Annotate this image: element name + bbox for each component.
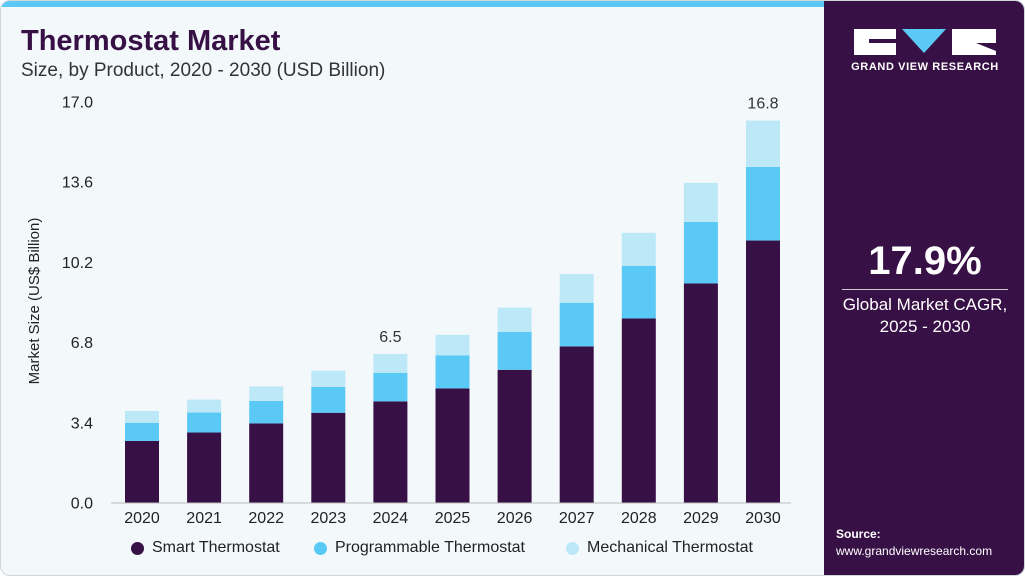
- bar-2028-smart-thermostat: [621, 318, 656, 503]
- bar-2023-programmable-thermostat: [311, 386, 346, 413]
- bar-2029-smart-thermostat: [683, 283, 718, 503]
- cagr-label: Global Market CAGR, 2025 - 2030: [824, 294, 1024, 338]
- bar-2030-mechanical-thermostat: [746, 120, 780, 167]
- bar-2020-smart-thermostat: [125, 440, 159, 503]
- chart-subtitle: Size, by Product, 2020 - 2030 (USD Billi…: [21, 60, 386, 81]
- bar-2028-programmable-thermostat: [621, 265, 656, 319]
- x-tick-label: 2024: [373, 510, 409, 527]
- legend-label: Programmable Thermostat: [335, 539, 525, 556]
- data-label: 16.8: [747, 96, 778, 113]
- x-tick-label: 2023: [311, 510, 347, 527]
- bar-2020-programmable-thermostat: [125, 422, 159, 441]
- y-tick-label: 17.0: [62, 95, 93, 112]
- data-label: 6.5: [379, 329, 401, 346]
- bar-2030-programmable-thermostat: [746, 166, 780, 241]
- x-tick-label: 2028: [621, 510, 657, 527]
- y-tick-label: 3.4: [71, 415, 93, 432]
- x-tick-label: 2025: [435, 510, 471, 527]
- legend-swatch: [131, 541, 144, 555]
- y-axis-label: Market Size (US$ Billion): [26, 218, 43, 385]
- bar-2024-smart-thermostat: [373, 401, 408, 503]
- legend-item-mechanical: Mechanical Thermostat: [566, 539, 753, 557]
- source-label: Source:: [836, 527, 881, 541]
- bar-2027-programmable-thermostat: [559, 302, 594, 347]
- y-tick-label: 6.8: [71, 335, 93, 352]
- bar-2022-mechanical-thermostat: [249, 386, 284, 401]
- legend-label: Smart Thermostat: [152, 539, 280, 556]
- x-tick-label: 2027: [559, 510, 595, 527]
- bar-2025-programmable-thermostat: [435, 355, 470, 389]
- x-tick-label: 2029: [683, 510, 719, 527]
- y-tick-label: 0.0: [71, 496, 93, 513]
- grand-view-research-logo: [854, 29, 996, 55]
- y-tick-label: 13.6: [62, 175, 93, 192]
- bar-2029-programmable-thermostat: [683, 221, 718, 284]
- cagr-label-line2: 2025 - 2030: [879, 317, 971, 336]
- logo-text: GRAND VIEW RESEARCH: [851, 61, 999, 73]
- legend-item-programmable: Programmable Thermostat: [314, 539, 525, 557]
- bar-2030-smart-thermostat: [746, 240, 780, 503]
- bar-2025-smart-thermostat: [435, 388, 470, 503]
- bar-2023-mechanical-thermostat: [311, 370, 346, 387]
- bar-2024-mechanical-thermostat: [373, 353, 408, 373]
- bar-2028-mechanical-thermostat: [621, 232, 656, 266]
- bar-2026-programmable-thermostat: [497, 331, 532, 370]
- bar-2025-mechanical-thermostat: [435, 334, 470, 356]
- x-tick-label: 2026: [497, 510, 533, 527]
- y-tick-label: 10.2: [62, 255, 93, 272]
- bar-2027-smart-thermostat: [559, 346, 594, 503]
- legend-label: Mechanical Thermostat: [587, 539, 753, 556]
- bar-2020-mechanical-thermostat: [125, 410, 159, 423]
- bar-2022-programmable-thermostat: [249, 400, 284, 424]
- divider: [842, 289, 1008, 290]
- chart-title: Thermostat Market: [21, 25, 281, 57]
- cagr-label-line1: Global Market CAGR,: [842, 295, 1008, 314]
- bar-2021-mechanical-thermostat: [187, 399, 222, 413]
- x-tick-label: 2022: [248, 510, 284, 527]
- bar-2024-programmable-thermostat: [373, 372, 408, 402]
- bar-2022-smart-thermostat: [249, 423, 284, 503]
- bar-2026-smart-thermostat: [497, 369, 532, 503]
- bar-2027-mechanical-thermostat: [559, 273, 594, 303]
- bar-2026-mechanical-thermostat: [497, 307, 532, 332]
- bar-2023-smart-thermostat: [311, 412, 346, 503]
- x-tick-label: 2021: [186, 510, 222, 527]
- bar-2021-smart-thermostat: [187, 432, 222, 503]
- accent-bar: [1, 1, 824, 7]
- source-link[interactable]: www.grandviewresearch.com: [836, 544, 993, 558]
- legend-swatch: [314, 541, 327, 555]
- bar-2021-programmable-thermostat: [187, 412, 222, 433]
- legend-swatch: [566, 541, 579, 555]
- x-tick-label: 2020: [124, 510, 160, 527]
- cagr-value: 17.9%: [868, 239, 982, 283]
- x-tick-label: 2030: [745, 510, 781, 527]
- legend-item-smart: Smart Thermostat: [131, 539, 280, 557]
- info-panel: GRAND VIEW RESEARCH 17.9% Global Market …: [824, 1, 1024, 575]
- bar-2029-mechanical-thermostat: [683, 182, 718, 222]
- bar-chart: 0.0 3.4 6.8 10.2 13.6 17.0 Market Size (US$ Bi…: [26, 95, 791, 527]
